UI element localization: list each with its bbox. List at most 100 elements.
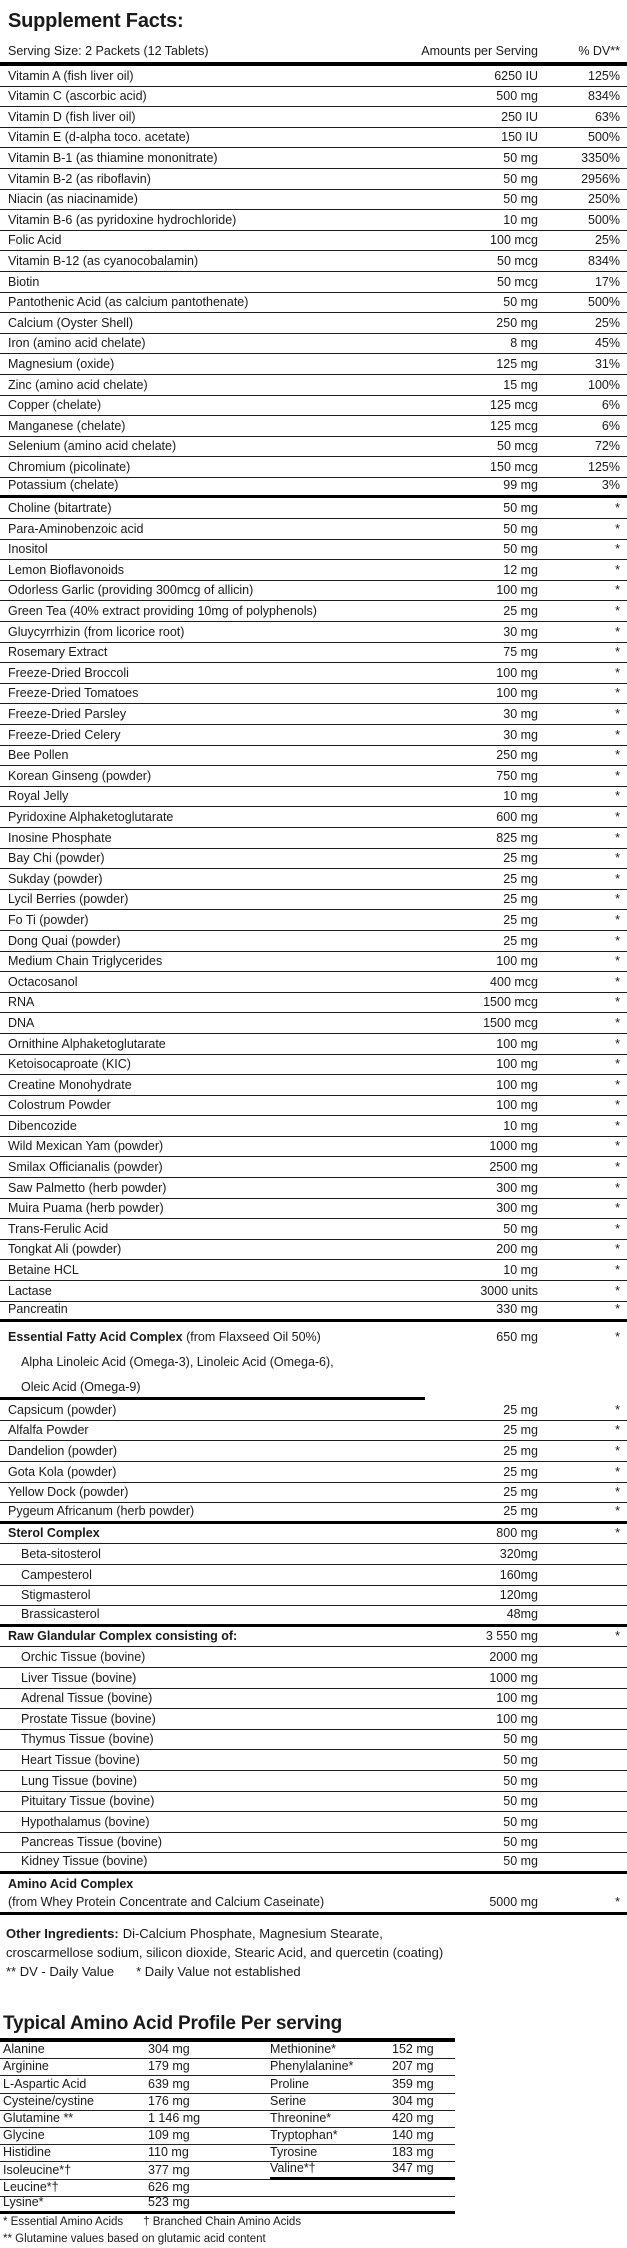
ingredient-dv: * (615, 1180, 620, 1195)
amino-value: 523 mg (148, 2194, 190, 2209)
ingredient-name: Amino Acid Complex (8, 1877, 134, 1892)
table-row: Capsicum (powder) 25 mg * (0, 1400, 627, 1421)
ingredient-amount: 25 mg (503, 1402, 538, 1417)
table-row: Inosine Phosphate 825 mg * (0, 828, 627, 849)
amino-value: 140 mg (392, 2128, 434, 2143)
table-row: Pygeum Africanum (herb powder) 25 mg * (0, 1503, 627, 1524)
ingredient-amount: 50 mg (503, 521, 538, 536)
ingredient-name: Zinc (amino acid chelate) (8, 377, 148, 392)
amino-value: 110 mg (148, 2145, 189, 2160)
ingredient-amount: 2500 mg (489, 1160, 538, 1175)
amino-cell-left: Histidine 110 mg (0, 2145, 270, 2163)
table-row: Gluycyrrhizin (from licorice root) 30 mg * (0, 622, 627, 643)
page-title: Supplement Facts: (8, 10, 184, 32)
ingredient-dv: 500% (588, 212, 620, 227)
ingredient-amount: 3000 units (480, 1283, 538, 1298)
table-row: Medium Chain Triglycerides 100 mg * (0, 952, 627, 973)
ingredient-dv: * (615, 1895, 620, 1910)
amino-cell-right: Methionine* 152 mg (270, 2042, 455, 2060)
ingredient-amount: 25 mg (503, 892, 538, 907)
ingredient-name: Vitamin E (d-alpha toco. acetate) (8, 130, 190, 145)
ingredient-name: Calcium (Oyster Shell) (8, 315, 134, 330)
table-row: Liver Tissue (bovine) 1000 mg (0, 1668, 627, 1689)
ingredient-amount: 99 mg (503, 478, 538, 493)
ingredient-name: Oleic Acid (Omega-9) (21, 1380, 141, 1395)
table-row: Rosemary Extract 75 mg * (0, 643, 627, 664)
amino-cell-right: Tryptophan* 140 mg (270, 2128, 455, 2146)
amino-cell-right (270, 2197, 455, 2214)
ingredient-amount: 30 mg (503, 727, 538, 742)
ingredient-dv: * (615, 1330, 620, 1345)
table-row: DNA 1500 mcg * (0, 1013, 627, 1034)
amino-row: Isoleucine*† 377 mg Valine*† 347 mg (0, 2161, 455, 2180)
ingredient-amount: 25 mg (503, 1444, 538, 1458)
ingredient-name: Korean Ginseng (powder) (8, 768, 152, 783)
ingredient-amount: 100 mg (496, 1057, 538, 1072)
table-row: Royal Jelly 10 mg * (0, 787, 627, 808)
ingredient-name: Liver Tissue (bovine) (21, 1670, 137, 1685)
ingredient-dv: * (615, 789, 620, 804)
table-row: Vitamin B-6 (as pyridoxine hydrochloride… (0, 210, 627, 231)
ingredient-amount: 300 mg (496, 1201, 538, 1216)
amino-name: Histidine (3, 2145, 51, 2160)
ingredient-amount: 75 mg (503, 645, 538, 660)
table-row: Calcium (Oyster Shell) 250 mg 25% (0, 313, 627, 334)
ingredient-amount: 1000 mg (489, 1139, 538, 1154)
table-row: Folic Acid 100 mcg 25% (0, 231, 627, 252)
ingredient-amount: 25 mg (503, 912, 538, 927)
table-row: Smilax Officianalis (powder) 2500 mg * (0, 1157, 627, 1179)
amino-value: 152 mg (392, 2042, 434, 2057)
table-row: Creatine Monohydrate 100 mg * (0, 1075, 627, 1096)
ingredient-amount: 25 mg (503, 1485, 538, 1500)
ingredient-dv: * (615, 1015, 620, 1030)
ingredient-dv: * (615, 583, 620, 598)
amino-value: 183 mg (392, 2145, 434, 2160)
ingredient-name: Sukday (powder) (8, 871, 103, 886)
ingredient-dv: * (615, 974, 620, 989)
ingredient-dv: 25% (594, 315, 620, 330)
amino-name: Proline (270, 2076, 309, 2091)
ingredient-name: Para-Aminobenzoic acid (8, 521, 144, 536)
ingredient-amount: 50 mcg (497, 439, 538, 454)
ingredient-name: Alpha Linoleic Acid (Omega-3), Linoleic … (21, 1355, 334, 1370)
ingredient-name: Lycil Berries (powder) (8, 892, 129, 907)
ingredient-name: Capsicum (powder) (8, 1402, 117, 1417)
ingredient-dv: * (615, 1464, 620, 1479)
amino-cell-left: Lysine* 523 mg (0, 2194, 270, 2214)
ingredient-name: (from Whey Protein Concentrate and Calci… (8, 1895, 325, 1910)
ingredient-amount: 125 mg (496, 356, 538, 371)
ingredient-dv: * (615, 1242, 620, 1257)
ingredient-name: Magnesium (oxide) (8, 356, 115, 371)
table-row: Niacin (as niacinamide) 50 mg 250% (0, 190, 627, 211)
table-row: Vitamin E (d-alpha toco. acetate) 150 IU 5… (0, 128, 627, 149)
ingredient-amount: 50 mg (503, 1794, 538, 1809)
ingredient-name: Chromium (picolinate) (8, 459, 131, 474)
ingredient-dv: * (615, 1503, 620, 1518)
ingredient-dv: * (615, 1629, 620, 1644)
ingredient-dv: * (615, 562, 620, 577)
ingredient-amount: 150 IU (501, 130, 538, 145)
table-row: Kidney Tissue (bovine) 50 mg (0, 1853, 627, 1874)
table-row: Vitamin D (fish liver oil) 250 IU 63% (0, 107, 627, 128)
ingredient-name: Sterol Complex (8, 1526, 100, 1541)
ingredient-name: Biotin (8, 274, 40, 289)
ingredient-amount: 50 mg (503, 1732, 538, 1747)
amino-cell-right: Serine 304 mg (270, 2094, 455, 2111)
ingredient-dv: * (615, 1201, 620, 1216)
amino-row: Glutamine ** 1 146 mg Threonine* 420 mg (0, 2111, 455, 2128)
ingredient-amount: 125 mcg (490, 418, 538, 433)
table-row: Vitamin B-1 (as thiamine mononitrate) 50 … (0, 148, 627, 169)
ingredient-amount: 10 mg (503, 212, 538, 227)
table-row: Selenium (amino acid chelate) 50 mcg 72% (0, 437, 627, 458)
table-row: Dong Quai (powder) 25 mg * (0, 931, 627, 952)
table-row: Lycil Berries (powder) 25 mg * (0, 890, 627, 911)
ingredient-amount: 1500 mcg (483, 995, 538, 1010)
amino-footnote-2: ** Glutamine values based on glutamic ac… (3, 2232, 266, 2245)
ingredient-name: Prostate Tissue (bovine) (21, 1711, 156, 1726)
ingredient-amount: 200 mg (496, 1242, 538, 1257)
table-row: Green Tea (40% extract providing 10mg of… (0, 601, 627, 623)
other-ingredients-line-1: Other Ingredients: Di-Calcium Phosphate, … (6, 1924, 627, 1943)
table-row: Octacosanol 400 mcg * (0, 972, 627, 993)
amino-footnote-1: * Essential Amino Acids † Branched Chain … (0, 2214, 627, 2231)
ingredient-dv: * (615, 686, 620, 701)
